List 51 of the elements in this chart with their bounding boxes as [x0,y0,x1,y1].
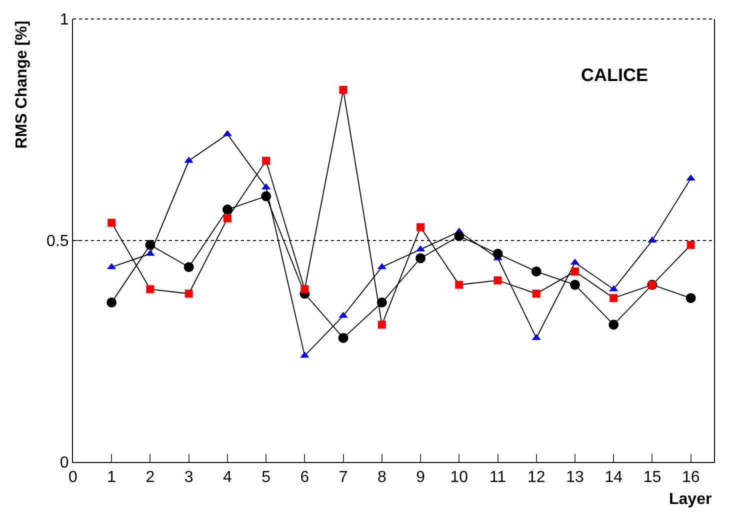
point [222,204,232,214]
point [416,253,426,264]
point [686,293,696,304]
x-tick-label: 1 [107,469,116,486]
point [339,86,348,94]
y-tick-label: 0 [60,454,69,472]
x-tick-label: 6 [300,469,310,486]
point [184,262,194,272]
point [570,268,579,276]
x-tick-label: 7 [338,469,348,486]
point [146,285,154,294]
point [416,223,425,232]
point [223,214,232,222]
point [184,290,193,298]
x-tick-label: 15 [643,469,662,486]
point [532,290,540,298]
annotation: CALICE [581,65,648,85]
point [570,280,580,290]
x-tick-label: 9 [416,469,426,486]
point [376,298,387,308]
point [378,320,386,329]
point [455,280,464,289]
point [261,191,272,202]
y-tick-label: 1 [60,12,69,29]
x-tick-label: 13 [566,469,584,486]
point [610,294,618,302]
point [494,276,502,284]
point [608,320,619,330]
point [338,332,348,343]
x-tick-label: 10 [450,469,468,486]
point [106,298,117,308]
point [492,248,503,259]
x-tick-label: 2 [146,469,155,486]
x-tick-label: 12 [527,469,546,486]
x-tick-label: 8 [377,469,386,486]
point [300,285,309,294]
x-tick-label: 11 [489,469,506,486]
point [145,240,156,250]
point [108,218,116,227]
x-tick-label: 3 [184,469,194,486]
x-tick-label: 14 [604,469,623,486]
point [454,231,464,242]
x-axis-title: Layer [669,491,712,508]
point [262,156,270,165]
y-axis-title: RMS Change [%] [14,20,31,149]
x-tick-label: 16 [682,469,700,486]
point [686,240,695,249]
point [531,266,542,277]
x-tick-label: 5 [262,469,271,486]
y-tick-label: 0.5 [46,233,69,250]
x-tick-label: 4 [223,469,232,486]
